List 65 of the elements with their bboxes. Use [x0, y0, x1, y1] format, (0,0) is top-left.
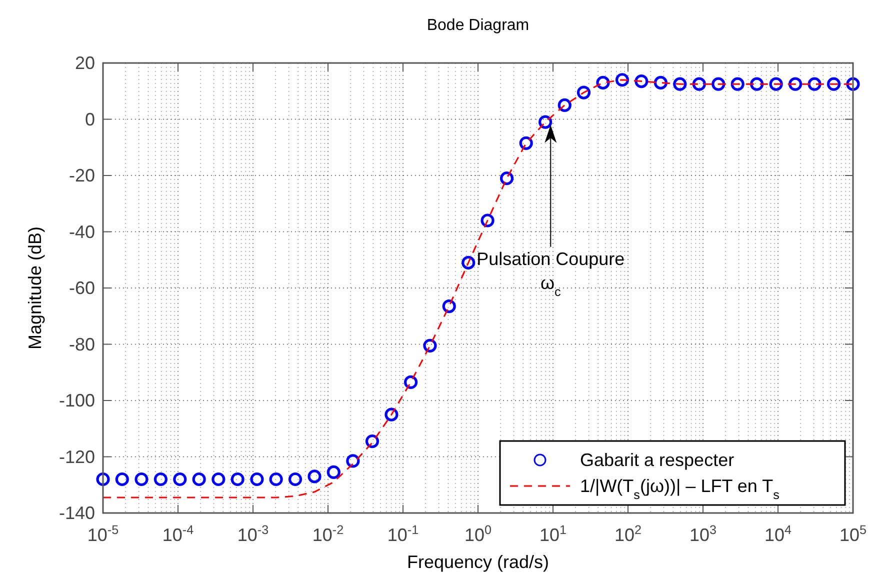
point: [365, 434, 380, 448]
point: [154, 472, 168, 486]
point: [558, 98, 572, 112]
point: [846, 77, 860, 91]
point: [673, 77, 687, 91]
point: [115, 472, 129, 486]
x-axis-title: Frequency (rad/s): [406, 552, 550, 572]
point: [538, 115, 552, 129]
point: [730, 77, 744, 91]
point: [404, 375, 418, 390]
x-tick-label: 10$^{-3}$: [237, 523, 269, 545]
point: [615, 73, 630, 87]
x-tick-label: 10$^{0}$: [464, 523, 492, 545]
point: [519, 136, 533, 150]
point: [384, 408, 398, 422]
point: [462, 256, 476, 270]
y-tick-label: -60: [68, 278, 95, 298]
point: [788, 77, 802, 91]
point: [808, 77, 822, 91]
point: [423, 338, 437, 352]
x-tick-label: 10$^{2}$: [614, 523, 642, 545]
point: [500, 172, 514, 186]
point: [480, 214, 494, 228]
point: [288, 472, 302, 486]
point: [712, 77, 726, 91]
y-tick-label: -40: [68, 222, 95, 242]
point: [134, 472, 148, 486]
point: [346, 454, 360, 468]
point: [596, 76, 610, 90]
x-tick-label: 10$^{-5}$: [87, 523, 119, 545]
point: [576, 86, 591, 100]
legend-label: 1/|W(T$_{s}$(jω))| – LFT en T$_{s}$: [580, 476, 780, 502]
y-axis-title: Magnitude (dB): [25, 226, 45, 350]
y-tick-label: -100: [58, 390, 95, 410]
x-tick-label: 10$^{-2}$: [312, 523, 344, 545]
y-tick-label: -20: [68, 166, 95, 186]
point: [250, 472, 264, 486]
point: [96, 472, 110, 486]
point: [750, 77, 764, 91]
x-tick-label: 10$^{5}$: [839, 523, 867, 545]
point: [269, 472, 283, 486]
y-tick-label: -140: [58, 503, 95, 523]
y-tick-label: 0: [84, 109, 95, 130]
point: [826, 77, 841, 91]
y-tick-label: -80: [68, 334, 95, 354]
point: [692, 77, 706, 91]
point: [192, 472, 206, 486]
x-tick-label: 10$^{3}$: [689, 523, 717, 545]
point: [212, 472, 226, 486]
point: [230, 472, 244, 486]
y-tick-label: 20: [74, 53, 95, 73]
x-tick-label: 10$^{-4}$: [162, 523, 194, 545]
x-tick-label: 10$^{1}$: [539, 523, 567, 545]
point: [769, 77, 783, 91]
chart-title: Bode Diagram: [426, 17, 530, 34]
point: [173, 472, 187, 486]
x-tick-label: 10$^{-1}$: [387, 523, 419, 545]
y-tick-label: -120: [58, 446, 95, 467]
legend-label: Gabarit a respecter: [580, 450, 734, 470]
x-tick-label: 10$^{4}$: [764, 523, 792, 545]
point: [326, 465, 340, 480]
annotation: Pulsation Coupure ω$_{c}$: [476, 248, 625, 299]
point: [308, 470, 322, 484]
point: [442, 299, 456, 314]
point: [634, 74, 648, 88]
